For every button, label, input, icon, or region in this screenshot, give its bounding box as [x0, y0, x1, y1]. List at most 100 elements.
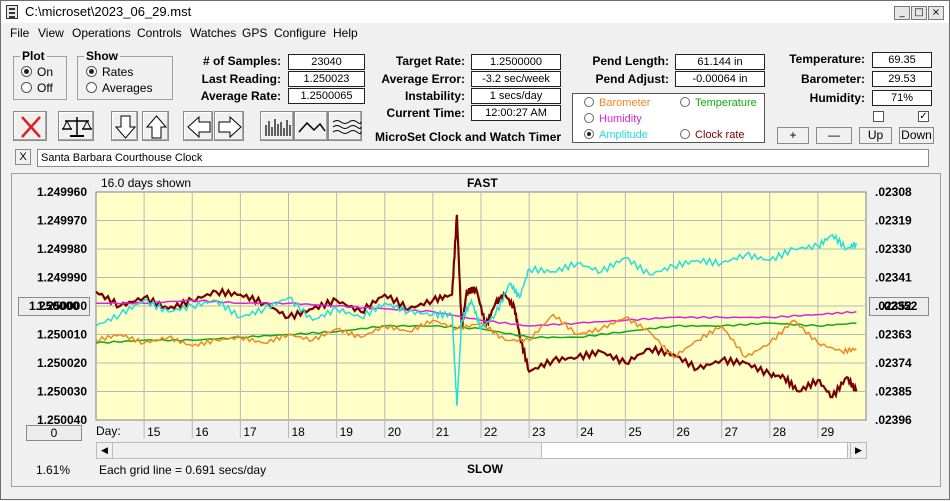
window-title: C:\microset\2023_06_29.mst — [25, 4, 192, 19]
plot-barometer-radio[interactable]: Barometer — [584, 97, 650, 109]
show-group-title: Show — [84, 49, 120, 63]
radio-icon — [680, 129, 690, 139]
radio-icon — [584, 113, 594, 123]
title-bar: C:\microset\2023_06_29.mst _ □ × — [1, 1, 949, 23]
app-icon[interactable] — [6, 5, 18, 19]
left-checkbox[interactable] — [873, 111, 884, 122]
clock-name-field[interactable]: Santa Barbara Courthouse Clock — [37, 149, 929, 167]
samples-label: # of Samples: — [202, 54, 281, 68]
center-left-button[interactable]: 1.250000 — [18, 297, 90, 316]
scroll-left-icon[interactable]: ◀ — [97, 443, 113, 458]
close-button[interactable]: × — [928, 6, 944, 20]
scroll-right-icon[interactable]: ▶ — [850, 443, 866, 458]
minimize-button[interactable]: _ — [894, 6, 910, 20]
days-shown-label: 16.0 days shown — [101, 176, 192, 190]
chart-frame — [11, 173, 941, 487]
right-arrow-button[interactable] — [214, 111, 244, 141]
arrow-left-icon — [187, 115, 211, 139]
wave-view-button[interactable] — [328, 111, 362, 141]
line-view-button[interactable] — [294, 111, 328, 141]
menu-file[interactable]: File — [10, 26, 30, 40]
maximize-button[interactable]: □ — [911, 6, 927, 20]
arrow-right-icon — [218, 115, 242, 139]
scale-minus-button[interactable]: — — [816, 127, 852, 144]
bars-view-button[interactable] — [260, 111, 294, 141]
bar-graph-icon — [265, 119, 291, 136]
menu-view[interactable]: View — [38, 26, 64, 40]
radio-icon — [680, 97, 690, 107]
balance-button[interactable] — [58, 111, 94, 141]
samples-value: 23040 — [288, 54, 365, 70]
plot-off-radio[interactable]: Off — [21, 81, 53, 95]
scale-balance-icon — [62, 117, 92, 137]
plot-off-label: Off — [37, 81, 53, 95]
scale-plus-button[interactable]: + — [777, 127, 809, 144]
scroll-thumb[interactable] — [541, 443, 848, 458]
current-time-label: Current Time: — [386, 106, 465, 120]
instability-label: Instability: — [404, 89, 465, 103]
humidity-label: Humidity: — [809, 91, 865, 105]
plot-amplitude-radio[interactable]: Amplitude — [584, 129, 648, 141]
down-arrow-button[interactable] — [111, 111, 138, 141]
humidity-value: 71% — [872, 90, 932, 106]
radio-icon — [21, 82, 32, 93]
instability-value: 1 secs/day — [471, 88, 561, 104]
show-averages-radio[interactable]: Averages — [86, 81, 152, 95]
scale-down-button[interactable]: Down — [899, 127, 934, 144]
show-rates-radio[interactable]: Rates — [86, 65, 133, 79]
menu-controls[interactable]: Controls — [137, 26, 182, 40]
last-reading-label: Last Reading: — [201, 72, 281, 86]
up-arrow-button[interactable] — [142, 111, 169, 141]
average-rate-label: Average Rate: — [200, 89, 281, 103]
last-reading-value: 1.250023 — [288, 71, 365, 87]
current-time-value: 12:00:27 AM — [471, 105, 561, 121]
line-graph-icon — [298, 121, 326, 133]
menu-configure[interactable]: Configure — [274, 26, 327, 40]
grid-note: Each grid line = 0.691 secs/day — [99, 463, 267, 477]
plot-group: Plot — [13, 49, 67, 100]
plot-temperature-label: Temperature — [695, 97, 757, 109]
checkmark-icon: ✓ — [919, 111, 928, 122]
center-right-button[interactable]: .02352 — [869, 297, 929, 316]
plot-clock-rate-label: Clock rate — [695, 129, 745, 141]
show-averages-label: Averages — [102, 81, 153, 95]
right-checkbox[interactable]: ✓ — [918, 111, 929, 122]
radio-selected-icon — [86, 66, 97, 77]
app-caption: MicroSet Clock and Watch Timer — [375, 130, 562, 144]
pend-length-label: Pend Length: — [592, 54, 669, 68]
percent-readout: 1.61% — [36, 463, 71, 477]
show-rates-label: Rates — [102, 65, 134, 79]
wave-graph-icon — [332, 120, 362, 134]
plot-amplitude-label: Amplitude — [599, 129, 648, 141]
menu-help[interactable]: Help — [333, 26, 358, 40]
menu-bar: File View Operations Controls Watches GP… — [1, 23, 949, 43]
show-group: Show — [77, 49, 173, 100]
plot-humidity-radio[interactable]: Humidity — [584, 113, 642, 125]
plot-clock-rate-radio[interactable]: Clock rate — [680, 129, 745, 141]
barometer-value: 29.53 — [872, 71, 932, 87]
slow-label: SLOW — [467, 462, 503, 476]
plot-temperature-radio[interactable]: Temperature — [680, 97, 757, 109]
temperature-label: Temperature: — [789, 52, 865, 66]
plot-group-title: Plot — [20, 49, 47, 63]
pend-adjust-label: Pend Adjust: — [595, 72, 669, 86]
left-arrow-button[interactable] — [183, 111, 213, 141]
arrow-down-icon — [114, 115, 137, 139]
menu-watches[interactable]: Watches — [190, 26, 237, 40]
pend-adjust-value: -0.00064 in — [675, 71, 765, 87]
menu-operations[interactable]: Operations — [72, 26, 131, 40]
stop-button[interactable] — [13, 111, 47, 141]
pend-length-value: 61.144 in — [675, 54, 765, 70]
plot-humidity-label: Humidity — [599, 113, 642, 125]
horizontal-scrollbar[interactable]: ◀ ▶ — [96, 442, 867, 459]
menu-gps[interactable]: GPS — [242, 26, 268, 40]
radio-selected-icon — [584, 129, 594, 139]
radio-icon — [584, 97, 594, 107]
plot-on-radio[interactable]: On — [21, 65, 53, 79]
plot-selector — [572, 93, 765, 143]
plot-on-label: On — [37, 65, 54, 79]
zero-button[interactable]: 0 — [26, 425, 82, 441]
scale-up-button[interactable]: Up — [859, 127, 892, 144]
arrow-up-icon — [145, 115, 168, 139]
clear-name-button[interactable]: X — [15, 149, 31, 165]
